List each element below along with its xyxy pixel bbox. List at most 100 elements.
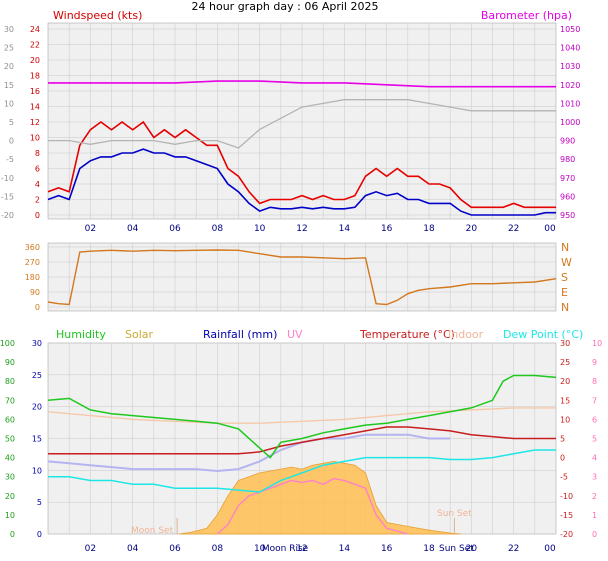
uv-line — [216, 477, 408, 535]
legend-humidity: Humidity — [56, 328, 106, 341]
temperature-tick-label: 15 — [560, 396, 570, 405]
x-tick-label: 14 — [339, 544, 351, 554]
temperature-tick-label: 10 — [560, 415, 570, 424]
x-tick-label: 10 — [254, 224, 266, 234]
legend-temperature: Temperature (°C) — [359, 328, 455, 341]
x-tick-label: 18 — [423, 544, 435, 554]
x-tick-label: 22 — [508, 544, 519, 554]
compass-label: N — [561, 241, 569, 254]
uv-tick-label: 0 — [592, 530, 597, 539]
temperature-tick-label: 5 — [560, 435, 565, 444]
direction-tick-label: 0 — [35, 303, 40, 312]
uv-tick-label: 3 — [592, 473, 597, 482]
sun-set-axis-label: Sun Set — [439, 544, 474, 554]
windspeed-tick-label: 4 — [35, 180, 40, 189]
compass-label: N — [561, 301, 569, 314]
windspeed-average-line — [47, 148, 556, 216]
barometer-axis-label: Barometer (hpa) — [481, 9, 572, 22]
temperature-tick-label: 30 — [560, 339, 570, 348]
temperature-tick-label: 0 — [560, 454, 565, 463]
page-title: 24 hour graph day : 06 April 2025 — [192, 0, 379, 13]
outer-tick-label: 20 — [4, 62, 14, 71]
x-tick-label: 20 — [466, 544, 478, 554]
humidity-tick-label: 0 — [10, 530, 15, 539]
uv-tick-label: 9 — [592, 358, 597, 367]
x-tick-label: 12 — [296, 224, 307, 234]
barometer-tick-label: 980 — [560, 155, 575, 164]
uv-tick-label: 5 — [592, 435, 597, 444]
outer-tick-label: 30 — [4, 25, 14, 34]
humidity-tick-label: 50 — [5, 435, 15, 444]
humidity-tick-label: 40 — [5, 454, 15, 463]
direction-tick-label: 360 — [25, 243, 40, 252]
rainfall-tick-label: 5 — [37, 498, 42, 507]
windspeed-tick-label: 6 — [35, 165, 40, 174]
humidity-tick-label: 60 — [5, 415, 15, 424]
x-tick-label: 00 — [544, 224, 556, 234]
x-tick-label: 06 — [169, 544, 181, 554]
humidity-line — [47, 374, 557, 459]
x-tick-label: 04 — [127, 224, 139, 234]
humidity-tick-label: 10 — [5, 511, 15, 520]
barometer-tick-label: 1020 — [560, 81, 580, 90]
temperature-tick-label: -5 — [560, 473, 568, 482]
uv-tick-label: 8 — [592, 377, 597, 386]
outer-tick-label: 10 — [4, 99, 14, 108]
outer-tick-label: -15 — [1, 192, 14, 201]
indoor-temperature-line — [47, 407, 556, 424]
legend-rainfall: Rainfall (mm) — [203, 328, 277, 341]
outer-tick-label: -10 — [1, 174, 14, 183]
wind-axis-ticks: 024681012141618202224-20-15-10-505101520… — [1, 25, 580, 234]
x-tick-label: 22 — [508, 224, 519, 234]
feels-like-line — [47, 433, 451, 473]
direction-grid — [48, 243, 556, 311]
direction-axis-ticks: 0 N 90 E 180 S 270 W 360 N — [25, 241, 572, 314]
barometer-tick-label: 1010 — [560, 99, 580, 108]
barometer-line — [48, 80, 556, 88]
x-tick-label: 16 — [381, 544, 393, 554]
outer-tick-label: 25 — [4, 44, 14, 53]
rainfall-tick-label: 25 — [32, 371, 42, 380]
weather-annotations: Moon Set Sun Set Moon Rise Sun Set — [131, 509, 474, 554]
uv-tick-label: 10 — [592, 339, 602, 348]
x-tick-label: 08 — [212, 224, 224, 234]
outer-tick-label: 15 — [4, 81, 14, 90]
windspeed-tick-label: 18 — [30, 72, 40, 81]
x-tick-label: 14 — [339, 224, 351, 234]
temperature-tick-label: 20 — [560, 377, 570, 386]
direction-tick-label: 270 — [25, 258, 40, 267]
x-tick-label: 12 — [296, 544, 307, 554]
moon-set-label: Moon Set — [131, 526, 174, 536]
x-tick-label: 04 — [127, 544, 139, 554]
x-tick-label: 00 — [544, 544, 556, 554]
x-tick-label: 18 — [423, 224, 435, 234]
barometer-tick-label: 1030 — [560, 62, 580, 71]
weather-axis-ticks: 0510152025300102030405060708090100-20-15… — [0, 339, 602, 554]
direction-series — [47, 249, 557, 306]
rainfall-tick-label: 0 — [37, 530, 42, 539]
temperature-tick-label: -20 — [560, 530, 573, 539]
barometer-tick-label: 1000 — [560, 118, 580, 127]
solar-area — [179, 460, 461, 535]
x-tick-label: 02 — [85, 544, 96, 554]
uv-tick-label: 6 — [592, 415, 597, 424]
uv-tick-label: 1 — [592, 511, 597, 520]
weather-legend: Humidity Solar Rainfall (mm) UV Temperat… — [56, 328, 583, 341]
compass-label: E — [561, 286, 568, 299]
humidity-tick-label: 90 — [5, 358, 15, 367]
temperature-line — [48, 426, 556, 455]
barometer-tick-label: 950 — [560, 211, 575, 220]
x-tick-label: 08 — [212, 544, 224, 554]
outer-tick-label: -5 — [6, 155, 14, 164]
moon-rise-label: Moon Rise — [262, 544, 309, 554]
uv-tick-label: 2 — [592, 492, 597, 501]
uv-tick-label: 4 — [592, 454, 597, 463]
windspeed-axis-label: Windspeed (kts) — [53, 9, 142, 22]
windspeed-tick-label: 10 — [30, 134, 40, 143]
barometer-tick-label: 1040 — [560, 44, 580, 53]
windspeed-tick-label: 24 — [30, 25, 40, 34]
barometer-tick-label: 990 — [560, 137, 575, 146]
humidity-tick-label: 20 — [5, 492, 15, 501]
humidity-tick-label: 100 — [0, 339, 15, 348]
